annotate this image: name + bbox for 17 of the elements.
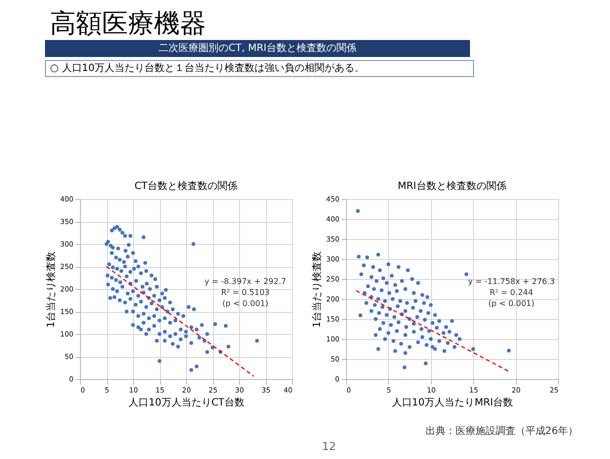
y-axis-title: 1台当たり検査数: [311, 251, 324, 328]
text: ○ 人口10万人当たり台数と１台当たり検査数は強い負の相関がある。: [45, 60, 474, 77]
chart-title: MRI台数と検査数の関係: [398, 180, 506, 192]
annotation: (p < 0.001): [222, 298, 268, 308]
text: 二次医療圏別のCT, MRI台数と検査数の関係: [45, 40, 470, 57]
text: 高額医療機器: [50, 8, 206, 41]
x-axis-title: 人口10万人当たりCT台数: [128, 396, 244, 408]
x-axis-title: 人口10万人当たりMRI台数: [392, 396, 514, 408]
annotation: R² = 0.5103: [221, 288, 270, 297]
annotation: y = -11.758x + 276.3: [468, 276, 555, 286]
source-note: 出典：医療施設調査（平成26年）: [425, 425, 578, 437]
annotation: y = -8.397x + 292.7: [204, 276, 286, 286]
annotation: (p < 0.001): [488, 298, 534, 308]
chart-title: CT台数と検査数の関係: [134, 180, 238, 192]
y-axis-title: 1台当たり検査数: [45, 251, 58, 328]
annotation: R² = 0.244: [490, 288, 534, 297]
text: 12: [322, 440, 336, 453]
